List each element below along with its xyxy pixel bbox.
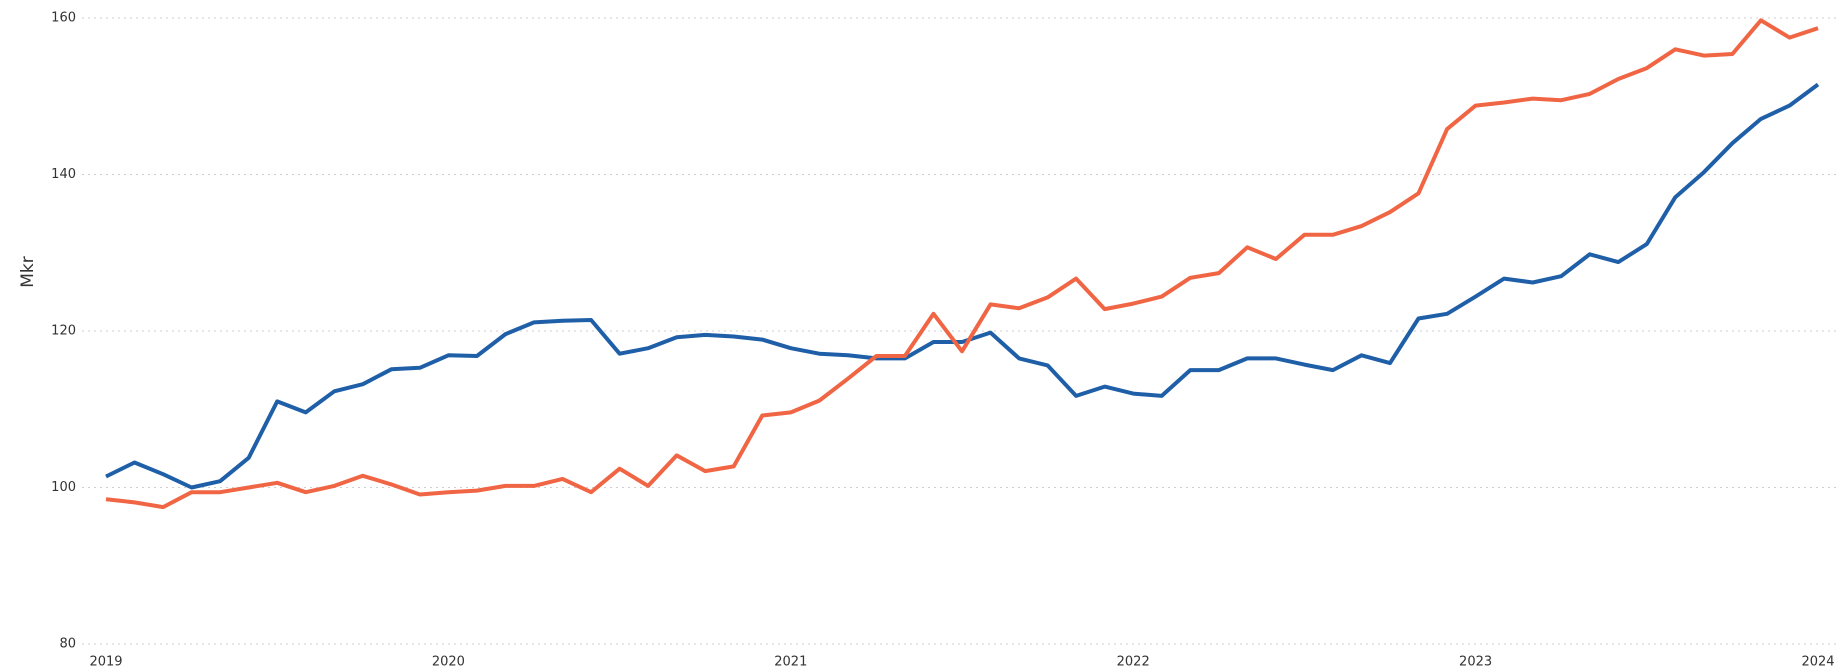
y-tick-label: 100	[51, 480, 76, 495]
series-line	[105, 18, 1819, 510]
y-tick-label: 80	[59, 637, 76, 652]
series-line	[105, 82, 1820, 490]
x-tick-label: 2020	[432, 655, 465, 670]
y-axis-label: Mkr	[18, 256, 38, 288]
x-tick-label: 2021	[774, 655, 807, 670]
y-tick-label: 140	[51, 167, 76, 182]
x-tick-label: 2019	[89, 655, 122, 670]
x-tick-label: 2024	[1801, 655, 1834, 670]
y-tick-label: 160	[51, 11, 76, 26]
y-tick-label: 120	[51, 324, 76, 339]
x-tick-label: 2022	[1117, 655, 1150, 670]
x-tick-label: 2023	[1459, 655, 1492, 670]
